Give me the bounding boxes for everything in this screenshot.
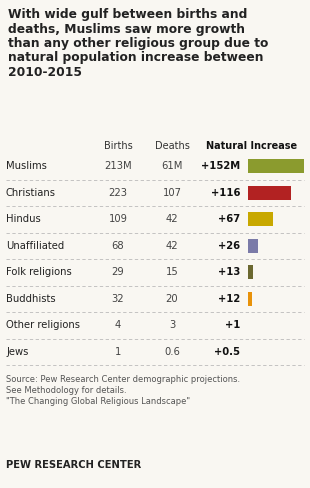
Text: 2010-2015: 2010-2015 <box>8 66 82 79</box>
Text: +1: +1 <box>225 320 240 330</box>
Text: than any other religious group due to: than any other religious group due to <box>8 37 268 50</box>
Text: Jews: Jews <box>6 347 29 357</box>
Text: 0.6: 0.6 <box>164 347 180 357</box>
Bar <box>248 212 273 226</box>
Text: Other religions: Other religions <box>6 320 80 330</box>
Text: 20: 20 <box>166 294 178 304</box>
Bar <box>248 186 291 200</box>
Text: 29: 29 <box>112 267 124 277</box>
Text: 68: 68 <box>112 241 124 251</box>
Text: 61M: 61M <box>161 161 183 171</box>
Bar <box>248 265 253 279</box>
Bar <box>248 292 252 305</box>
Text: 42: 42 <box>166 214 178 224</box>
Text: 42: 42 <box>166 241 178 251</box>
Text: Buddhists: Buddhists <box>6 294 55 304</box>
Text: Christians: Christians <box>6 188 56 198</box>
Text: 4: 4 <box>115 320 121 330</box>
Text: +152M: +152M <box>201 161 240 171</box>
Text: +13: +13 <box>218 267 240 277</box>
Text: +116: +116 <box>210 188 240 198</box>
Text: 15: 15 <box>166 267 178 277</box>
Text: +26: +26 <box>218 241 240 251</box>
Text: Hindus: Hindus <box>6 214 41 224</box>
Text: Source: Pew Research Center demographic projections.: Source: Pew Research Center demographic … <box>6 375 240 384</box>
Text: 3: 3 <box>169 320 175 330</box>
Text: See Methodology for details.: See Methodology for details. <box>6 386 126 395</box>
Text: 1: 1 <box>115 347 121 357</box>
Text: PEW RESEARCH CENTER: PEW RESEARCH CENTER <box>6 460 141 470</box>
Text: Births: Births <box>104 141 132 151</box>
Text: 213M: 213M <box>104 161 132 171</box>
Text: With wide gulf between births and: With wide gulf between births and <box>8 8 247 21</box>
Text: natural population increase between: natural population increase between <box>8 52 264 64</box>
Text: 107: 107 <box>162 188 181 198</box>
Text: Unaffiliated: Unaffiliated <box>6 241 64 251</box>
Text: +0.5: +0.5 <box>214 347 240 357</box>
Text: deaths, Muslims saw more growth: deaths, Muslims saw more growth <box>8 22 245 36</box>
Text: 109: 109 <box>108 214 127 224</box>
Text: 32: 32 <box>112 294 124 304</box>
Bar <box>248 160 304 173</box>
Text: Deaths: Deaths <box>155 141 189 151</box>
Text: Muslims: Muslims <box>6 161 47 171</box>
Text: "The Changing Global Religious Landscape": "The Changing Global Religious Landscape… <box>6 397 190 406</box>
Bar <box>248 239 258 253</box>
Text: Natural Increase: Natural Increase <box>206 141 298 151</box>
Text: +12: +12 <box>218 294 240 304</box>
Text: 223: 223 <box>108 188 127 198</box>
Text: +67: +67 <box>218 214 240 224</box>
Text: Folk religions: Folk religions <box>6 267 72 277</box>
